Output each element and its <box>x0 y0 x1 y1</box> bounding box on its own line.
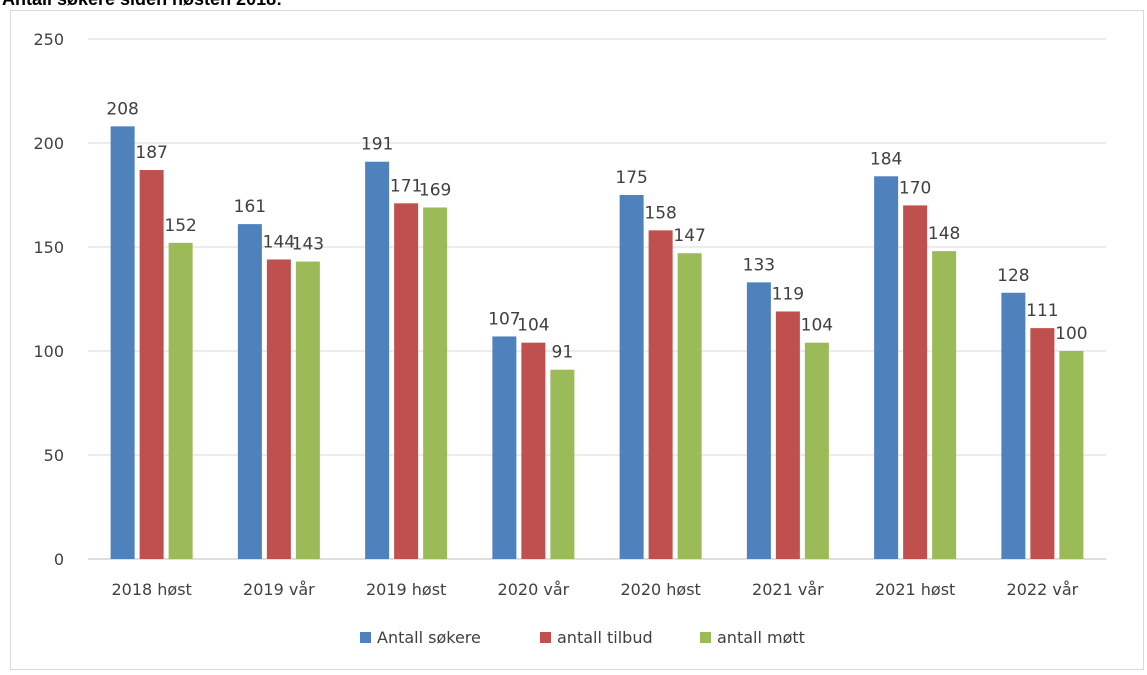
y-tick-label: 150 <box>33 238 64 257</box>
data-label: 133 <box>743 255 775 275</box>
bar <box>168 242 193 559</box>
legend-label: antall møtt <box>717 628 805 647</box>
data-label: 208 <box>106 99 138 119</box>
bar <box>932 251 957 559</box>
x-category-label: 2019 vår <box>243 580 315 599</box>
x-category-label: 2019 høst <box>366 580 446 599</box>
bar <box>648 230 673 560</box>
data-label: 187 <box>135 143 167 163</box>
y-tick-label: 0 <box>54 550 64 569</box>
bar <box>110 126 135 560</box>
bar <box>775 311 800 559</box>
data-label: 171 <box>390 176 422 196</box>
data-label: 170 <box>899 178 931 198</box>
bar <box>295 261 320 559</box>
x-category-label: 2021 høst <box>875 580 955 599</box>
data-label: 158 <box>644 203 676 223</box>
bar <box>266 259 291 559</box>
bar <box>492 336 517 559</box>
bar <box>394 203 419 559</box>
y-tick-label: 50 <box>44 446 64 465</box>
bar <box>903 205 928 559</box>
data-label: 161 <box>234 197 266 217</box>
data-label: 107 <box>488 309 520 329</box>
data-label: 144 <box>263 232 295 252</box>
data-label: 184 <box>870 149 902 169</box>
bar <box>139 170 164 560</box>
bar <box>423 207 448 560</box>
legend-swatch <box>360 632 371 643</box>
x-category-label: 2018 høst <box>111 580 191 599</box>
legend-label: antall tilbud <box>557 628 653 647</box>
x-category-label: 2021 vår <box>752 580 824 599</box>
data-label: 148 <box>928 224 960 244</box>
bar <box>1059 351 1084 559</box>
bar <box>521 342 546 559</box>
y-tick-label: 200 <box>33 134 64 153</box>
data-label: 104 <box>517 316 549 336</box>
data-label: 143 <box>292 235 324 255</box>
bar <box>1001 292 1026 559</box>
data-label: 119 <box>772 284 804 304</box>
bar <box>804 342 829 559</box>
data-label: 169 <box>419 180 451 200</box>
y-tick-label: 100 <box>33 342 64 361</box>
data-label: 191 <box>361 135 393 155</box>
x-category-label: 2022 vår <box>1007 580 1079 599</box>
data-label: 175 <box>615 168 647 188</box>
bar <box>1030 328 1055 559</box>
chart-title: Antall søkere siden høsten 2018: <box>2 0 282 10</box>
bar <box>550 369 575 559</box>
legend-label: Antall søkere <box>377 628 481 647</box>
data-label: 147 <box>673 226 705 246</box>
bar <box>237 224 262 559</box>
data-label: 100 <box>1055 324 1087 344</box>
data-label: 152 <box>164 216 196 236</box>
chart-frame <box>10 10 1144 670</box>
x-category-label: 2020 høst <box>620 580 700 599</box>
bar <box>365 161 390 559</box>
bar <box>874 176 899 559</box>
data-label: 104 <box>801 316 833 336</box>
data-label: 91 <box>552 343 574 363</box>
y-tick-label: 250 <box>33 30 64 49</box>
data-label: 111 <box>1026 301 1058 321</box>
legend-swatch <box>700 632 711 643</box>
bar <box>677 253 702 560</box>
bar <box>746 282 771 559</box>
x-category-label: 2020 vår <box>498 580 570 599</box>
bar <box>619 195 644 559</box>
data-label: 128 <box>997 266 1029 286</box>
legend-swatch <box>540 632 551 643</box>
